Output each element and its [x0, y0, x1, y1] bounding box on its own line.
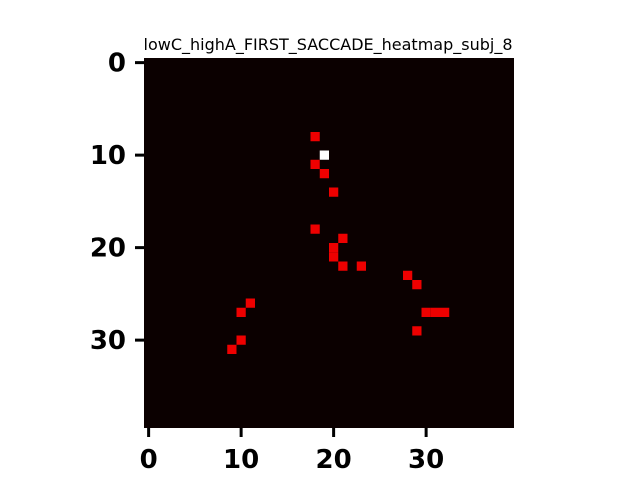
- heatmap-cell: [338, 233, 348, 243]
- heatmap-cell: [310, 159, 320, 169]
- heatmap-cell: [403, 270, 413, 280]
- heatmap-cell: [319, 150, 329, 160]
- heatmap-cell: [227, 344, 237, 354]
- heatmap-cell: [329, 243, 339, 253]
- heatmap-cell: [245, 298, 255, 308]
- heatmap-cell: [319, 169, 329, 179]
- x-tick-label: 20: [316, 445, 352, 475]
- y-tick-label: 10: [90, 141, 126, 171]
- y-tick-label: 20: [90, 234, 126, 264]
- heatmap-cell: [338, 261, 348, 271]
- heatmap-cells: [227, 132, 450, 354]
- heatmap-cell: [440, 307, 450, 317]
- axes: 0 10 20 30 0 10 20 30: [90, 49, 444, 475]
- heatmap-cell: [356, 261, 366, 271]
- chart-title: lowC_highA_FIRST_SACCADE_heatmap_subj_8: [144, 35, 513, 55]
- y-tick-label: 30: [90, 326, 126, 356]
- x-tick-label: 30: [408, 445, 444, 475]
- y-tick-label: 0: [108, 49, 126, 79]
- heatmap-cell: [412, 326, 422, 336]
- x-tick-label: 0: [140, 445, 158, 475]
- heatmap-cell: [430, 307, 440, 317]
- heatmap-cell: [310, 132, 320, 142]
- x-tick-label: 10: [223, 445, 259, 475]
- heatmap-cell: [236, 335, 246, 345]
- heatmap-cell: [421, 307, 431, 317]
- heatmap-cell: [236, 307, 246, 317]
- heatmap-cell: [329, 187, 339, 197]
- heatmap-cell: [329, 252, 339, 262]
- heatmap-cell: [412, 280, 422, 290]
- heatmap-cell: [310, 224, 320, 234]
